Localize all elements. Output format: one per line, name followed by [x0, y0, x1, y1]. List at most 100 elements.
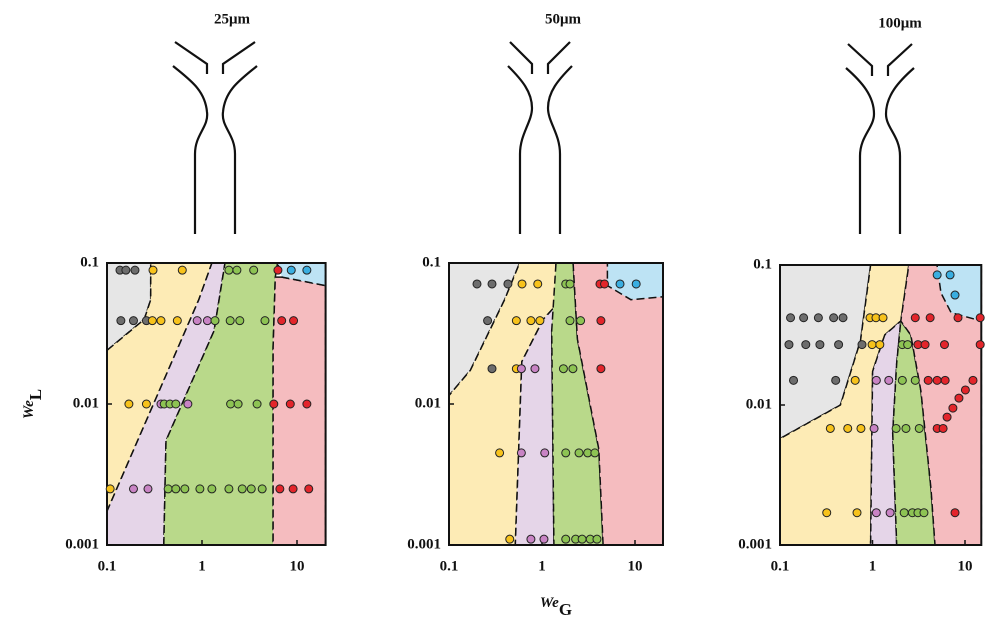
y-tick-label: 0.001: [65, 536, 99, 552]
data-point: [518, 280, 526, 288]
y-tick-label: 0.001: [407, 536, 441, 552]
data-point: [926, 314, 934, 322]
data-point: [870, 424, 878, 432]
data-point: [904, 341, 912, 349]
data-point: [823, 509, 831, 517]
data-point: [517, 365, 525, 373]
data-point: [832, 376, 840, 384]
data-point: [915, 424, 923, 432]
data-point: [148, 317, 156, 325]
data-point: [253, 400, 261, 408]
data-point: [787, 314, 795, 322]
x-tick-label: 1: [198, 558, 206, 574]
data-point: [597, 365, 605, 373]
data-point: [541, 449, 549, 457]
data-point: [577, 317, 585, 325]
data-point: [616, 280, 624, 288]
y-tick-label: 0.1: [80, 254, 99, 270]
data-point: [857, 424, 865, 432]
data-point: [892, 424, 900, 432]
data-point: [872, 509, 880, 517]
x-tick-label: 0.1: [98, 558, 117, 574]
data-point: [504, 280, 512, 288]
data-point: [802, 341, 810, 349]
data-point: [276, 485, 284, 493]
data-point: [816, 341, 824, 349]
data-point: [536, 317, 544, 325]
data-point: [785, 341, 793, 349]
data-point: [853, 509, 861, 517]
data-point: [844, 424, 852, 432]
data-point: [921, 341, 929, 349]
data-point: [106, 485, 114, 493]
nozzle-diagram: [508, 42, 572, 234]
data-point: [131, 266, 139, 274]
data-point: [800, 314, 808, 322]
data-point: [506, 535, 514, 543]
data-point: [601, 280, 609, 288]
y-axis-label-main: We: [21, 400, 37, 419]
x-tick-label: 10: [628, 558, 643, 574]
data-point: [597, 317, 605, 325]
data-point: [534, 280, 542, 288]
data-point: [225, 266, 233, 274]
data-point: [976, 341, 984, 349]
nozzle-diagram: [173, 42, 257, 234]
x-tick-label: 10: [958, 558, 973, 574]
x-axis-label-subscript: G: [559, 600, 572, 619]
data-point: [129, 317, 137, 325]
data-point: [632, 280, 640, 288]
data-point: [949, 404, 957, 412]
data-point: [559, 365, 567, 373]
data-point: [203, 317, 211, 325]
chart-title: 25μm: [214, 11, 251, 27]
data-point: [196, 485, 204, 493]
data-point: [578, 535, 586, 543]
data-point: [868, 341, 876, 349]
data-point: [172, 485, 180, 493]
y-tick-label: 0.01: [415, 395, 441, 411]
data-point: [951, 291, 959, 299]
data-point: [238, 485, 246, 493]
data-point: [270, 400, 278, 408]
data-point: [562, 449, 570, 457]
data-point: [826, 424, 834, 432]
data-point: [569, 365, 577, 373]
data-point: [144, 485, 152, 493]
figure: 25μm 0.1 1 10 0.001 0.01 0.1 WeL 50μm 0.1 1 10 0.001…: [0, 0, 985, 623]
data-point: [178, 266, 186, 274]
data-point: [976, 314, 984, 322]
y-axis-label-subscript: L: [26, 389, 45, 400]
data-point: [122, 266, 130, 274]
data-point: [591, 449, 599, 457]
data-point: [540, 535, 548, 543]
data-point: [851, 376, 859, 384]
data-point: [261, 317, 269, 325]
data-point: [290, 317, 298, 325]
y-tick-label: 0.01: [73, 395, 99, 411]
data-point: [303, 400, 311, 408]
data-point: [920, 509, 928, 517]
data-point: [517, 449, 525, 457]
chart-title: 50μm: [545, 11, 582, 27]
data-point: [488, 365, 496, 373]
data-point: [488, 280, 496, 288]
data-point: [902, 424, 910, 432]
data-point: [286, 400, 294, 408]
data-point: [575, 449, 583, 457]
y-axis-label: WeL: [21, 389, 44, 419]
data-point: [149, 266, 157, 274]
y-tick-label: 0.1: [753, 256, 772, 272]
data-point: [164, 485, 172, 493]
data-point: [858, 341, 866, 349]
data-point: [898, 376, 906, 384]
x-tick-label: 1: [538, 558, 546, 574]
data-point: [566, 280, 574, 288]
data-point: [933, 271, 941, 279]
data-point: [886, 509, 894, 517]
data-point: [142, 400, 150, 408]
data-point: [527, 317, 535, 325]
data-point: [814, 314, 822, 322]
data-point: [496, 449, 504, 457]
y-tick-label: 0.1: [422, 254, 441, 270]
